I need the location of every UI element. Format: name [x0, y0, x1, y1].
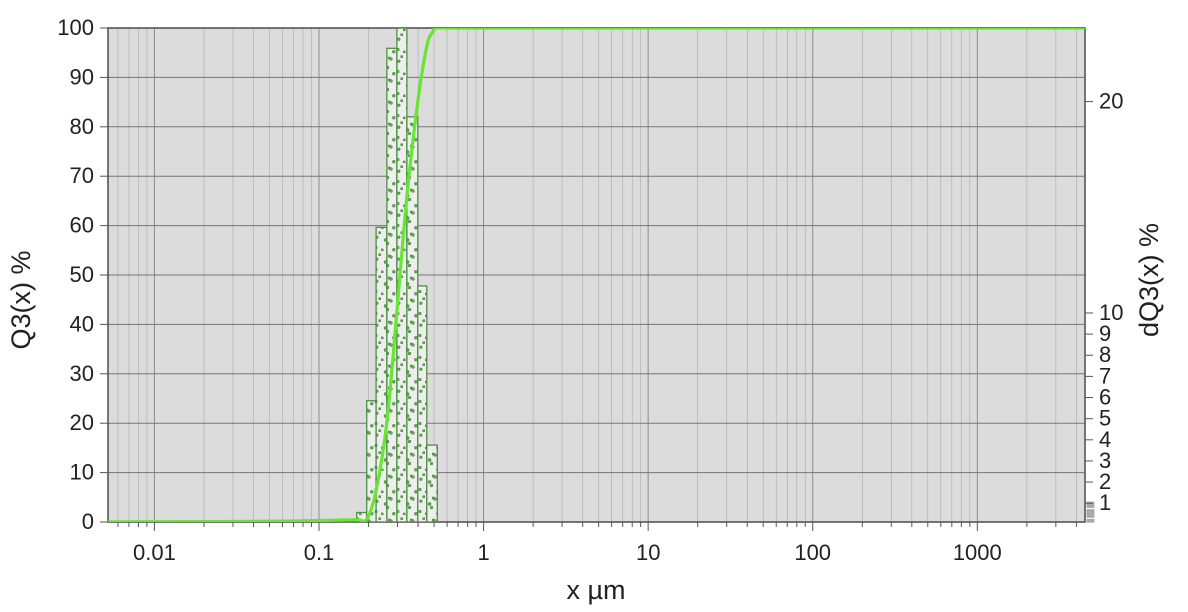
- svg-text:20: 20: [1099, 89, 1123, 114]
- svg-text:0: 0: [82, 509, 94, 534]
- svg-text:60: 60: [70, 213, 94, 238]
- svg-text:10: 10: [1099, 300, 1123, 325]
- svg-text:dQ3(x) %: dQ3(x) %: [1134, 223, 1164, 337]
- svg-text:100: 100: [794, 540, 831, 565]
- svg-text:90: 90: [70, 64, 94, 89]
- svg-text:30: 30: [70, 361, 94, 386]
- svg-text:1: 1: [477, 540, 489, 565]
- svg-text:40: 40: [70, 311, 94, 336]
- svg-text:50: 50: [70, 262, 94, 287]
- svg-text:Q3(x) %: Q3(x) %: [6, 250, 36, 349]
- svg-text:20: 20: [70, 410, 94, 435]
- svg-text:10: 10: [636, 540, 660, 565]
- svg-text:0.1: 0.1: [304, 540, 335, 565]
- svg-text:x µm: x µm: [566, 575, 625, 605]
- svg-text:80: 80: [70, 114, 94, 139]
- svg-text:0.01: 0.01: [133, 540, 176, 565]
- svg-text:1000: 1000: [953, 540, 1002, 565]
- svg-text:70: 70: [70, 163, 94, 188]
- svg-text:100: 100: [57, 15, 94, 40]
- svg-text:10: 10: [70, 460, 94, 485]
